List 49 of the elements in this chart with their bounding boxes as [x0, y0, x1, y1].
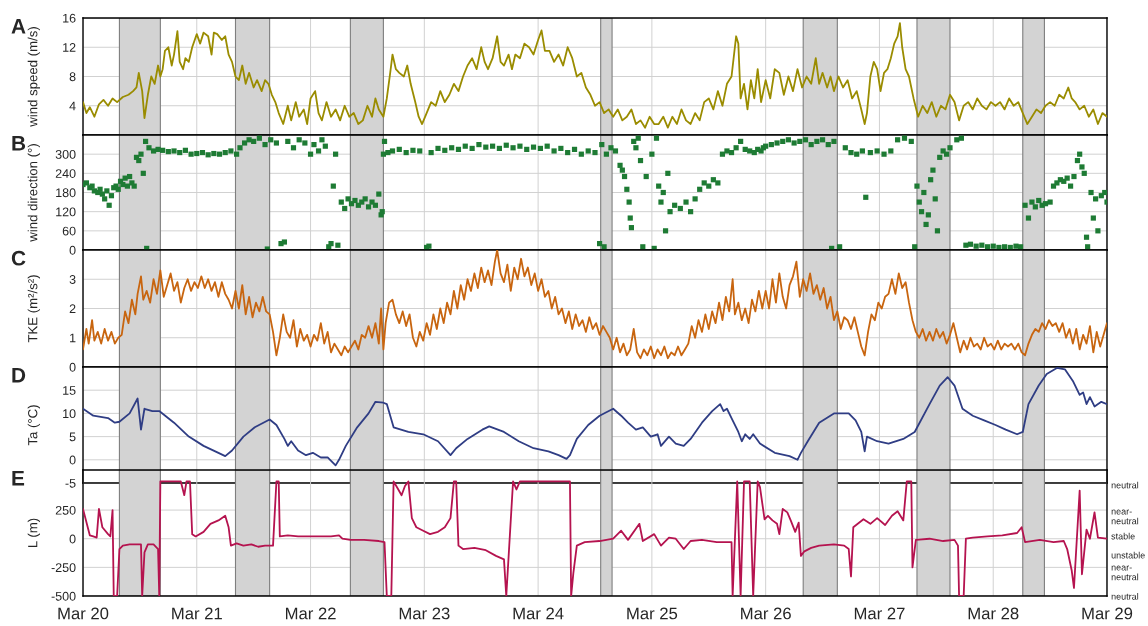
y-axis-title: wind direction (°): [27, 144, 40, 242]
y-tick-label: 16: [63, 13, 76, 23]
y-tick-label: -500: [51, 591, 76, 601]
x-tick-label: Mar 26: [741, 607, 791, 620]
y-tick-label: 60: [62, 226, 76, 236]
x-tick-label: Mar 24: [513, 607, 564, 620]
y-tick-label: 4: [69, 101, 76, 111]
y-tick-label: 0: [69, 245, 76, 255]
chart-title: D: [12, 368, 26, 383]
text: near- neutral: [1111, 509, 1139, 525]
y-tick-label: 0: [69, 455, 76, 465]
y-tick-label: 12: [63, 43, 76, 52]
chart-title: A: [11, 19, 26, 34]
chart-title: B: [12, 136, 26, 151]
y-tick-label: 2: [69, 304, 76, 314]
text: unstable: [1111, 551, 1145, 559]
x-tick-label: Mar 21: [172, 607, 222, 620]
y-axis-title: Ta (°C): [27, 405, 40, 446]
y-tick-label: 15: [63, 386, 76, 395]
x-tick-label: Mar 28: [968, 607, 1019, 620]
y-tick-label: 3: [69, 275, 76, 284]
text: near- neutral: [1111, 565, 1139, 581]
chart-title: C: [11, 250, 26, 266]
y-tick-label: 5: [69, 432, 76, 442]
y-tick-label: 0: [69, 362, 76, 372]
chart-title: E: [12, 471, 25, 486]
x-tick-label: Mar 23: [399, 607, 450, 620]
x-tick-label: Mar 29: [1082, 607, 1133, 620]
y-axis-title: TKE (m²/s²): [27, 275, 40, 343]
x-tick-label: Mar 20: [58, 607, 109, 620]
x-tick-label: Mar 27: [854, 607, 905, 620]
y-tick-label: 250: [55, 505, 76, 515]
y-tick-label: 1: [70, 333, 76, 343]
y-axis-title: L (m): [27, 518, 40, 548]
y-tick-label: 120: [56, 207, 76, 217]
text: neutral: [1111, 593, 1139, 600]
y-tick-label: 300: [55, 149, 76, 159]
y-axis-title: wind speed (m/s): [27, 27, 40, 127]
text: neutral: [1111, 481, 1139, 489]
y-tick-label: 8: [69, 72, 76, 82]
y-tick-label: -250: [51, 563, 76, 573]
y-tick-label: 180: [56, 188, 76, 198]
y-tick-label: 240: [55, 169, 76, 178]
y-tick-label: 0: [69, 534, 76, 544]
y-tick-label: 10: [63, 409, 76, 419]
x-tick-label: Mar 22: [285, 607, 336, 620]
y-tick-label: -5: [65, 478, 76, 488]
x-tick-label: Mar 25: [627, 607, 678, 620]
text: stable: [1111, 532, 1135, 540]
